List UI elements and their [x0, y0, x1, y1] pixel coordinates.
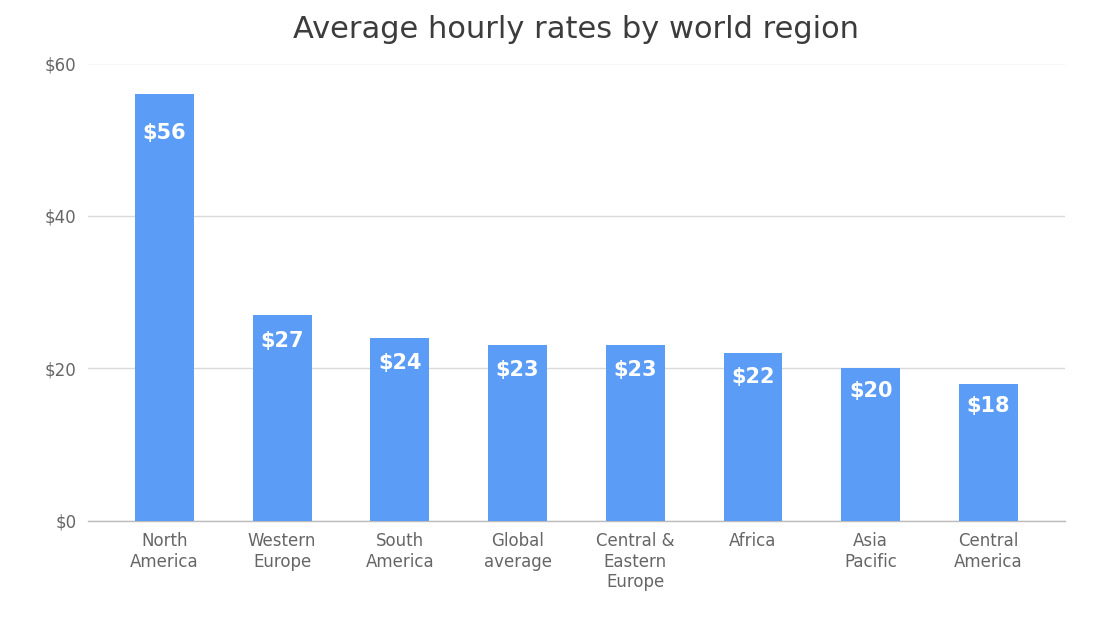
Title: Average hourly rates by world region: Average hourly rates by world region — [293, 15, 860, 44]
Text: $23: $23 — [614, 360, 657, 380]
Text: $22: $22 — [731, 367, 775, 387]
Bar — [606, 345, 664, 521]
Text: $20: $20 — [849, 381, 893, 401]
Bar — [135, 94, 194, 521]
Text: $27: $27 — [260, 331, 304, 351]
Text: $56: $56 — [143, 123, 187, 144]
Bar — [724, 353, 783, 521]
Bar — [370, 338, 429, 521]
Text: $24: $24 — [378, 352, 422, 373]
Text: $23: $23 — [496, 360, 539, 380]
Bar — [489, 345, 547, 521]
Bar — [841, 368, 900, 521]
Bar — [959, 384, 1018, 521]
Text: $18: $18 — [966, 396, 1010, 415]
Bar — [253, 315, 312, 521]
